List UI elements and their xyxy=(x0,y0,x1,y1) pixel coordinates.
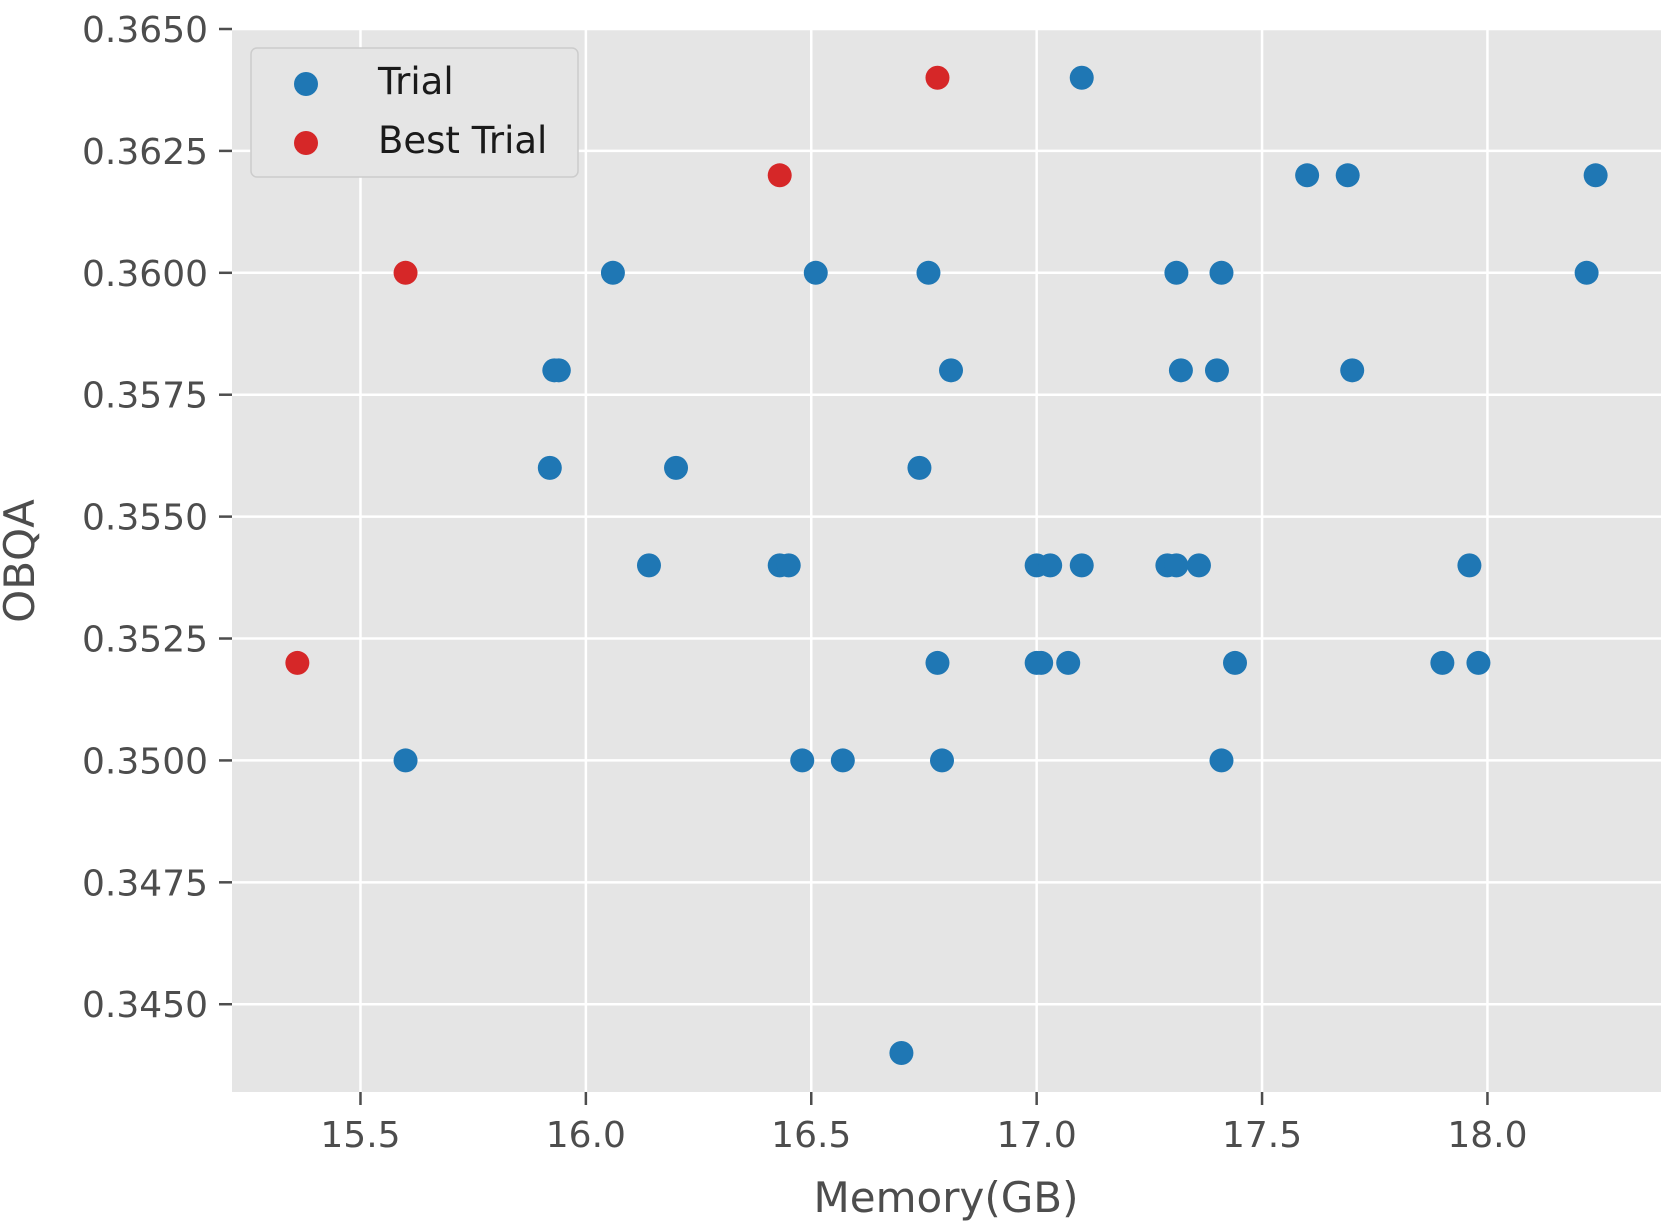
trial-point xyxy=(1168,358,1193,383)
y-tick-label: 0.3650 xyxy=(82,10,208,51)
trial-point xyxy=(1038,553,1063,578)
trial-point xyxy=(1457,553,1482,578)
trial-point xyxy=(790,748,815,773)
x-tick-label: 17.0 xyxy=(997,1115,1077,1156)
x-tick-label: 18.0 xyxy=(1447,1115,1527,1156)
y-tick-label: 0.3475 xyxy=(82,863,208,904)
trial-point xyxy=(1295,163,1320,188)
x-tick-label: 17.5 xyxy=(1222,1115,1302,1156)
trial-point xyxy=(1574,260,1599,285)
trial-point xyxy=(664,455,689,480)
legend-marker-best-trial xyxy=(294,131,318,155)
trial-point xyxy=(776,553,801,578)
legend-label-best-trial: Best Trial xyxy=(378,119,547,162)
trial-point xyxy=(546,358,571,383)
trial-point xyxy=(1056,650,1081,675)
trial-point xyxy=(1430,650,1455,675)
trial-point xyxy=(939,358,964,383)
trial-point xyxy=(1223,650,1248,675)
y-tick-label: 0.3450 xyxy=(82,985,208,1026)
trial-point xyxy=(1209,260,1234,285)
trial-point xyxy=(1069,553,1094,578)
y-axis-label: OBQA xyxy=(0,499,44,623)
best-trial-point xyxy=(925,65,950,90)
plot-area xyxy=(232,29,1661,1092)
trial-point xyxy=(889,1040,914,1065)
legend: Trial Best Trial xyxy=(250,47,579,178)
x-tick-label: 16.5 xyxy=(771,1115,851,1156)
trial-point xyxy=(537,455,562,480)
trial-point xyxy=(1069,65,1094,90)
trial-point xyxy=(600,260,625,285)
trial-point xyxy=(1335,163,1360,188)
trial-point xyxy=(925,650,950,675)
x-axis: 15.5 16.0 16.5 17.0 17.5 18.0 xyxy=(320,1092,1528,1156)
y-tick-label: 0.3550 xyxy=(82,498,208,539)
trial-point xyxy=(1466,650,1491,675)
trial-point xyxy=(830,748,855,773)
best-trial-point xyxy=(767,163,792,188)
x-tick-label: 15.5 xyxy=(320,1115,400,1156)
legend-marker-trial xyxy=(294,72,318,96)
y-tick-label: 0.3500 xyxy=(82,741,208,782)
legend-box xyxy=(250,47,579,178)
trial-point xyxy=(1209,748,1234,773)
trial-point xyxy=(929,748,954,773)
x-axis-label: Memory(GB) xyxy=(814,1173,1079,1222)
trial-point xyxy=(1164,553,1189,578)
trial-point xyxy=(1029,650,1054,675)
y-axis: 0.3450 0.3475 0.3500 0.3525 0.3550 0.3575 0.36… xyxy=(82,10,232,1026)
trial-point xyxy=(1186,553,1211,578)
legend-label-trial: Trial xyxy=(377,60,454,103)
trial-point xyxy=(1164,260,1189,285)
trial-point xyxy=(1340,358,1365,383)
trial-point xyxy=(1204,358,1229,383)
trial-point xyxy=(636,553,661,578)
y-tick-label: 0.3625 xyxy=(82,132,208,173)
best-trial-point xyxy=(285,650,310,675)
trial-point xyxy=(916,260,941,285)
trial-point xyxy=(393,748,418,773)
y-tick-label: 0.3600 xyxy=(82,254,208,295)
best-trial-point xyxy=(393,260,418,285)
trial-point xyxy=(1583,163,1608,188)
trial-point xyxy=(907,455,932,480)
trial-point xyxy=(803,260,828,285)
y-tick-label: 0.3525 xyxy=(82,620,208,661)
data-points xyxy=(285,65,1608,1065)
y-tick-label: 0.3575 xyxy=(82,376,208,417)
x-tick-label: 16.0 xyxy=(546,1115,626,1156)
